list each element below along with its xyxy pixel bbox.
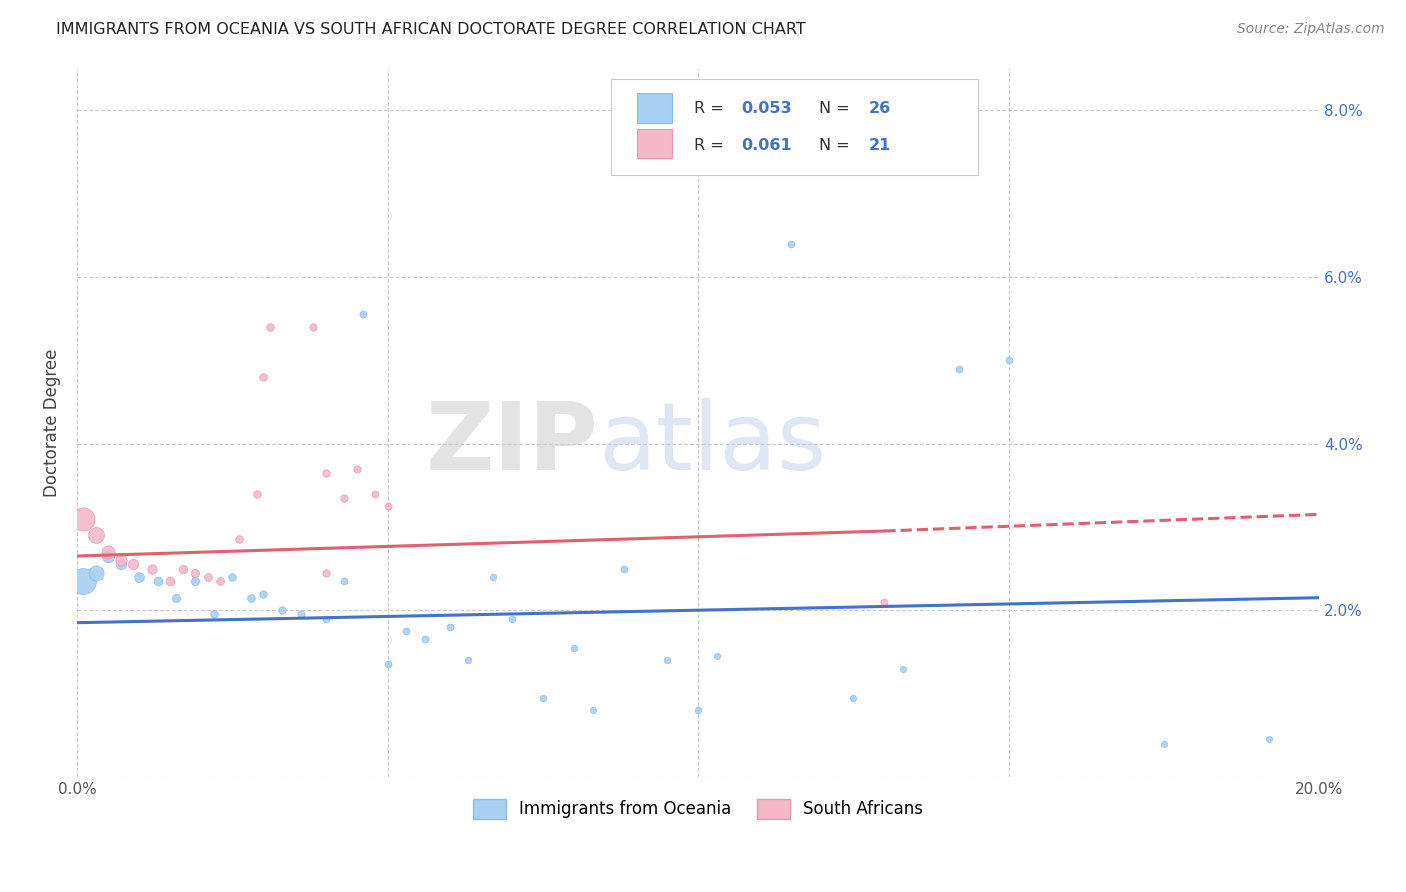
- Text: ZIP: ZIP: [426, 398, 599, 490]
- Point: [655, 653, 678, 667]
- Point: [166, 591, 188, 605]
- Point: [948, 361, 970, 376]
- Point: [128, 570, 150, 584]
- Text: 26: 26: [869, 101, 890, 116]
- Point: [315, 611, 337, 625]
- Point: [146, 574, 169, 588]
- Text: Source: ZipAtlas.com: Source: ZipAtlas.com: [1237, 22, 1385, 37]
- Point: [333, 491, 356, 505]
- Point: [221, 570, 243, 584]
- Point: [842, 690, 865, 705]
- Point: [302, 319, 325, 334]
- Point: [501, 611, 523, 625]
- Point: [439, 620, 461, 634]
- Point: [333, 574, 356, 588]
- Point: [72, 511, 94, 525]
- Point: [184, 566, 207, 580]
- Point: [240, 591, 263, 605]
- Point: [84, 566, 107, 580]
- Point: [413, 632, 436, 647]
- Point: [1258, 732, 1281, 747]
- Point: [97, 549, 120, 563]
- Point: [271, 603, 294, 617]
- Point: [457, 653, 479, 667]
- Point: [482, 570, 505, 584]
- Point: [346, 461, 368, 475]
- FancyBboxPatch shape: [637, 94, 672, 123]
- Point: [562, 640, 585, 655]
- Point: [706, 648, 728, 663]
- Point: [997, 353, 1019, 368]
- Point: [315, 466, 337, 480]
- Point: [122, 558, 145, 572]
- Point: [197, 570, 219, 584]
- Text: R =: R =: [695, 137, 730, 153]
- Point: [252, 369, 274, 384]
- Text: 21: 21: [869, 137, 890, 153]
- Point: [110, 553, 132, 567]
- Point: [184, 574, 207, 588]
- Point: [688, 703, 710, 717]
- Point: [97, 545, 120, 559]
- Point: [72, 574, 94, 588]
- Point: [613, 561, 636, 575]
- FancyBboxPatch shape: [637, 128, 672, 159]
- Point: [581, 703, 603, 717]
- Text: 0.053: 0.053: [741, 101, 792, 116]
- Text: N =: N =: [818, 101, 855, 116]
- Point: [873, 595, 896, 609]
- Point: [259, 319, 281, 334]
- Point: [246, 486, 269, 500]
- Point: [208, 574, 231, 588]
- Point: [780, 236, 803, 251]
- Point: [364, 486, 387, 500]
- Text: N =: N =: [818, 137, 855, 153]
- Point: [228, 533, 250, 547]
- Text: 0.061: 0.061: [741, 137, 792, 153]
- Point: [352, 307, 374, 321]
- Point: [172, 561, 194, 575]
- FancyBboxPatch shape: [612, 79, 977, 175]
- Text: R =: R =: [695, 101, 730, 116]
- Point: [1153, 737, 1175, 751]
- Point: [290, 607, 312, 622]
- Point: [315, 566, 337, 580]
- Point: [377, 657, 399, 672]
- Point: [252, 586, 274, 600]
- Point: [395, 624, 418, 638]
- Point: [377, 499, 399, 513]
- Point: [159, 574, 181, 588]
- Point: [202, 607, 225, 622]
- Legend: Immigrants from Oceania, South Africans: Immigrants from Oceania, South Africans: [467, 793, 931, 825]
- Point: [531, 690, 554, 705]
- Point: [141, 561, 163, 575]
- Point: [84, 528, 107, 542]
- Y-axis label: Doctorate Degree: Doctorate Degree: [44, 349, 60, 497]
- Text: atlas: atlas: [599, 398, 827, 490]
- Point: [891, 661, 914, 675]
- Text: IMMIGRANTS FROM OCEANIA VS SOUTH AFRICAN DOCTORATE DEGREE CORRELATION CHART: IMMIGRANTS FROM OCEANIA VS SOUTH AFRICAN…: [56, 22, 806, 37]
- Point: [110, 558, 132, 572]
